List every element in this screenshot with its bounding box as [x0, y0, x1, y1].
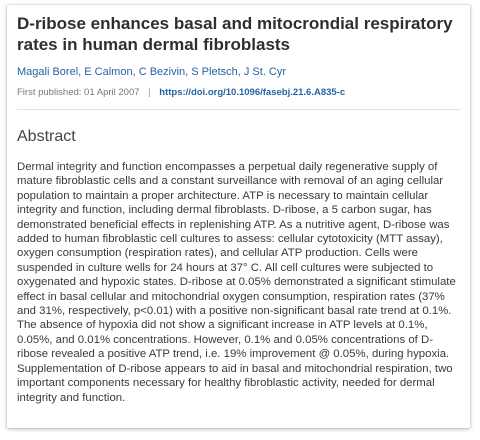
abstract-text: Dermal integrity and function encompasse…	[17, 161, 456, 404]
abstract-heading: Abstract	[17, 128, 76, 145]
divider	[17, 109, 461, 110]
publication-info: First published: 01 April 2007 | https:/…	[17, 87, 461, 99]
author-link[interactable]: S Pletsch	[191, 66, 238, 78]
author-link[interactable]: J St. Cyr	[243, 66, 287, 78]
author-list: Magali Borel, E Calmon, C Bezivin, S Ple…	[17, 66, 287, 78]
author-link[interactable]: C Bezivin	[138, 66, 186, 78]
doi-link[interactable]: https://doi.org/10.1096/fasebj.21.6.A835…	[159, 87, 346, 98]
separator: |	[148, 87, 151, 98]
first-published-date: First published: 01 April 2007	[17, 87, 140, 98]
article-card: D-ribose enhances basal and mitocrondial…	[7, 5, 470, 428]
author-link[interactable]: Magali Borel	[17, 66, 79, 78]
author-link[interactable]: E Calmon	[84, 66, 133, 78]
article-title: D-ribose enhances basal and mitocrondial…	[17, 14, 453, 54]
